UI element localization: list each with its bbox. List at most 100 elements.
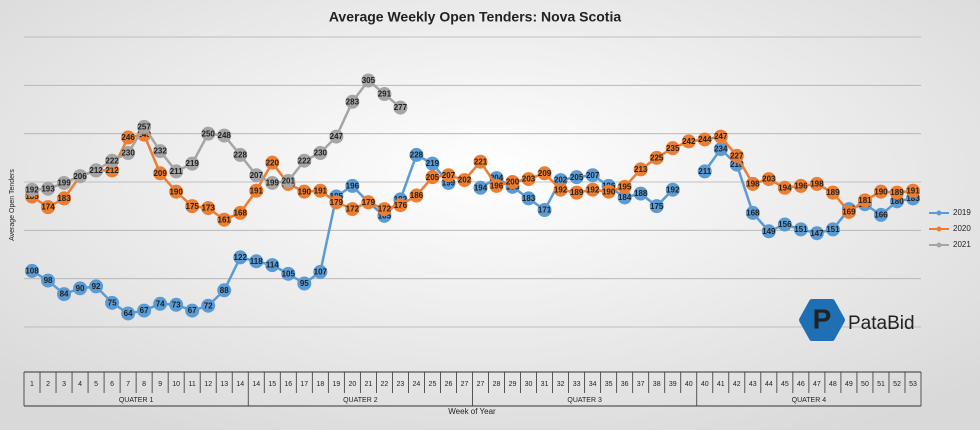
- x-tick-label: 22: [381, 381, 389, 388]
- data-label: 92: [92, 282, 101, 291]
- data-label: 107: [314, 268, 328, 277]
- data-label: 212: [105, 166, 119, 175]
- marker: [713, 129, 728, 144]
- marker: [329, 129, 344, 144]
- chart-title: Average Weekly Open Tenders: Nova Scotia: [329, 9, 622, 25]
- marker: [457, 173, 472, 188]
- marker: [521, 172, 536, 187]
- x-tick-label: 36: [621, 381, 629, 388]
- logo: P PataBid: [799, 299, 915, 341]
- marker: [217, 283, 232, 298]
- x-tick-label: 26: [445, 381, 453, 388]
- marker: [505, 175, 520, 189]
- data-label: 173: [202, 204, 216, 213]
- data-label: 105: [282, 269, 296, 278]
- marker: [825, 185, 840, 200]
- x-tick-label: 6: [110, 381, 114, 388]
- data-label: 186: [410, 191, 424, 200]
- marker: [873, 184, 888, 199]
- marker: [713, 142, 728, 157]
- x-tick-label: 13: [220, 381, 228, 388]
- data-label: 227: [730, 152, 744, 161]
- x-tick-label: 41: [717, 381, 725, 388]
- marker: [665, 182, 680, 197]
- marker: [297, 184, 312, 199]
- data-label: 118: [250, 257, 263, 266]
- data-label: 203: [522, 175, 536, 184]
- data-label: 247: [330, 132, 344, 141]
- marker: [105, 295, 120, 310]
- data-label: 196: [346, 181, 360, 190]
- logo-mark: P: [813, 303, 832, 334]
- x-tick-label: 46: [797, 381, 805, 388]
- data-label: 235: [666, 144, 680, 153]
- marker: [169, 184, 184, 199]
- data-label: 205: [570, 173, 584, 182]
- marker: [169, 297, 184, 312]
- data-label: 218: [730, 160, 744, 169]
- marker: [745, 176, 760, 191]
- data-label: 209: [153, 169, 167, 178]
- data-label: 73: [172, 300, 181, 309]
- data-label: 246: [121, 133, 135, 142]
- x-tick-label: 12: [204, 381, 212, 388]
- data-label: 176: [394, 201, 408, 210]
- marker: [313, 146, 328, 160]
- data-label: 192: [586, 185, 600, 194]
- group-label: QUATER 3: [567, 397, 602, 404]
- x-tick-label: 5: [94, 381, 98, 388]
- data-label: 188: [634, 189, 648, 198]
- marker: [409, 188, 424, 203]
- group-label: QUATER 2: [343, 397, 378, 404]
- data-label: 232: [153, 147, 167, 156]
- data-label: 151: [794, 225, 808, 234]
- x-tick-label: 32: [557, 381, 565, 388]
- data-label: 172: [346, 205, 360, 214]
- marker: [745, 205, 760, 220]
- x-tick-label: 25: [429, 381, 437, 388]
- data-label: 242: [682, 137, 696, 146]
- data-label: 249: [137, 130, 151, 139]
- marker: [121, 146, 136, 160]
- data-label: 219: [426, 159, 440, 168]
- marker: [217, 212, 232, 227]
- x-tick-label: 49: [845, 381, 853, 388]
- data-label: 199: [57, 179, 71, 188]
- data-label: 195: [618, 182, 632, 191]
- x-tick-label: 45: [781, 381, 789, 388]
- marker: [153, 144, 168, 159]
- marker: [201, 298, 216, 313]
- marker: [777, 217, 792, 232]
- x-tick-label: 50: [861, 381, 869, 388]
- data-label: 200: [506, 178, 520, 187]
- marker: [121, 130, 136, 145]
- x-tick-label: 51: [877, 381, 885, 388]
- data-label: 168: [746, 209, 760, 218]
- marker: [537, 166, 552, 181]
- data-label: 191: [906, 186, 920, 195]
- x-tick-label: 18: [316, 381, 324, 388]
- data-label: 190: [169, 187, 183, 196]
- x-tick-label: 2: [46, 381, 50, 388]
- marker: [697, 132, 712, 147]
- marker: [217, 128, 232, 143]
- marker: [105, 163, 120, 178]
- x-tick-label: 7: [126, 381, 130, 388]
- data-label: 209: [538, 169, 552, 178]
- data-label: 199: [266, 179, 280, 188]
- marker: [809, 176, 824, 191]
- marker: [137, 303, 152, 318]
- marker: [569, 170, 584, 185]
- data-label: 156: [778, 220, 792, 229]
- marker: [57, 287, 72, 302]
- data-label: 88: [220, 286, 229, 295]
- x-tick-label: 27: [461, 381, 469, 388]
- marker: [345, 94, 360, 109]
- data-label: 201: [282, 177, 296, 186]
- data-label: 205: [426, 173, 440, 182]
- data-label: 114: [266, 261, 279, 270]
- data-label: 194: [778, 183, 792, 192]
- y-axis-label: Average Open Tenders: [9, 169, 16, 241]
- x-tick-label: 3: [62, 381, 66, 388]
- marker: [857, 193, 872, 208]
